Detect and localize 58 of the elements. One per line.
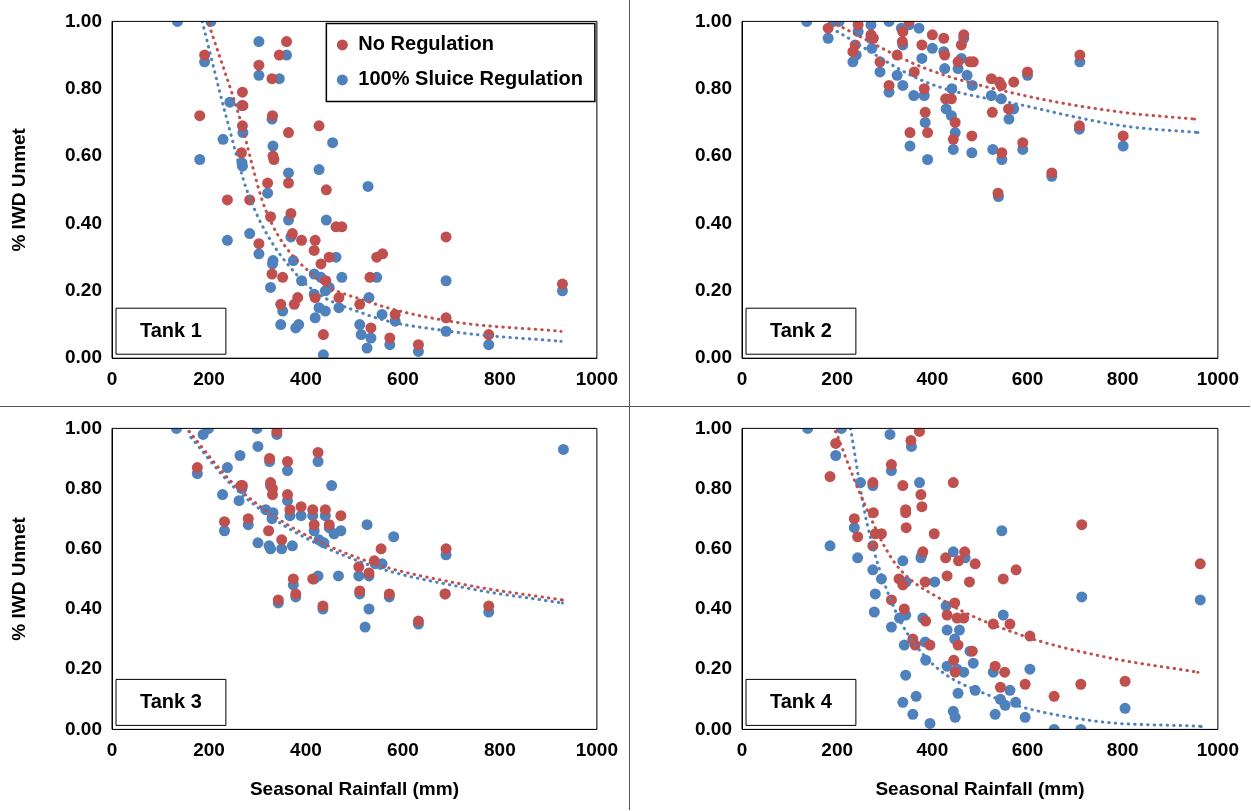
y-tick-label: 0.80 bbox=[65, 476, 102, 498]
y-tick-label: 0.80 bbox=[65, 76, 102, 98]
y-tick-label: 1.00 bbox=[65, 9, 102, 31]
annotation: Tank 1 bbox=[140, 318, 202, 341]
y-tick-label: 1.00 bbox=[65, 416, 102, 438]
y-axis-title: % IWD Unmet bbox=[7, 516, 29, 641]
y-tick-label: 0.00 bbox=[695, 717, 732, 739]
y-tick-label: 0.60 bbox=[65, 144, 102, 166]
x-tick-label: 600 bbox=[387, 739, 419, 761]
y-tick-label: 0.20 bbox=[65, 657, 102, 679]
x-tick-label: 1000 bbox=[575, 739, 619, 761]
x-axis-title: Seasonal Rainfall (mm) bbox=[875, 777, 1085, 799]
x-axis-title: Seasonal Rainfall (mm) bbox=[249, 777, 459, 799]
x-tick-label: 0 bbox=[106, 367, 118, 389]
x-tick-label: 1000 bbox=[1196, 739, 1240, 761]
x-tick-label: 400 bbox=[916, 739, 949, 761]
y-axis-title: % IWD Unmet bbox=[7, 127, 29, 252]
x-tick-label: 1000 bbox=[1196, 367, 1240, 389]
y-tick-label: 0.80 bbox=[695, 76, 732, 98]
x-tick-label: 800 bbox=[484, 739, 516, 761]
annotation: Tank 2 bbox=[770, 318, 832, 341]
y-tick-label: 0.00 bbox=[65, 346, 102, 368]
x-tick-label: 200 bbox=[821, 739, 854, 761]
legend-label: 100% Sluice Regulation bbox=[358, 67, 583, 90]
y-tick-label: 0.60 bbox=[65, 537, 102, 559]
x-tick-label: 400 bbox=[290, 367, 322, 389]
x-tick-label: 800 bbox=[484, 367, 516, 389]
x-tick-label: 200 bbox=[821, 367, 854, 389]
x-tick-label: 1000 bbox=[575, 367, 619, 389]
legend-label: No Regulation bbox=[358, 32, 494, 55]
x-tick-label: 200 bbox=[193, 367, 225, 389]
y-tick-label: 0.40 bbox=[65, 597, 102, 619]
x-tick-label: 800 bbox=[1106, 739, 1139, 761]
y-tick-label: 0.20 bbox=[695, 657, 732, 679]
y-tick-label: 0.80 bbox=[695, 476, 732, 498]
y-tick-label: 0.00 bbox=[65, 717, 102, 739]
x-tick-label: 200 bbox=[193, 739, 225, 761]
y-tick-label: 0.60 bbox=[695, 144, 732, 166]
x-tick-label: 400 bbox=[290, 739, 322, 761]
y-tick-label: 0.60 bbox=[695, 537, 732, 559]
annotation: Tank 3 bbox=[140, 689, 202, 712]
x-tick-label: 0 bbox=[106, 739, 118, 761]
x-tick-label: 600 bbox=[1011, 367, 1044, 389]
x-tick-label: 0 bbox=[736, 367, 748, 389]
annotation: Tank 4 bbox=[770, 689, 833, 712]
x-tick-label: 400 bbox=[916, 367, 949, 389]
y-tick-label: 0.20 bbox=[65, 279, 102, 301]
y-tick-label: 1.00 bbox=[695, 9, 732, 31]
x-tick-label: 800 bbox=[1106, 367, 1139, 389]
x-tick-label: 600 bbox=[387, 367, 419, 389]
y-tick-label: 0.20 bbox=[695, 279, 732, 301]
y-tick-label: 1.00 bbox=[695, 416, 732, 438]
y-tick-label: 0.00 bbox=[695, 346, 732, 368]
x-tick-label: 0 bbox=[736, 739, 748, 761]
x-tick-label: 600 bbox=[1011, 739, 1044, 761]
y-tick-label: 0.40 bbox=[695, 597, 732, 619]
y-tick-label: 0.40 bbox=[695, 211, 732, 233]
y-tick-label: 0.40 bbox=[65, 211, 102, 233]
